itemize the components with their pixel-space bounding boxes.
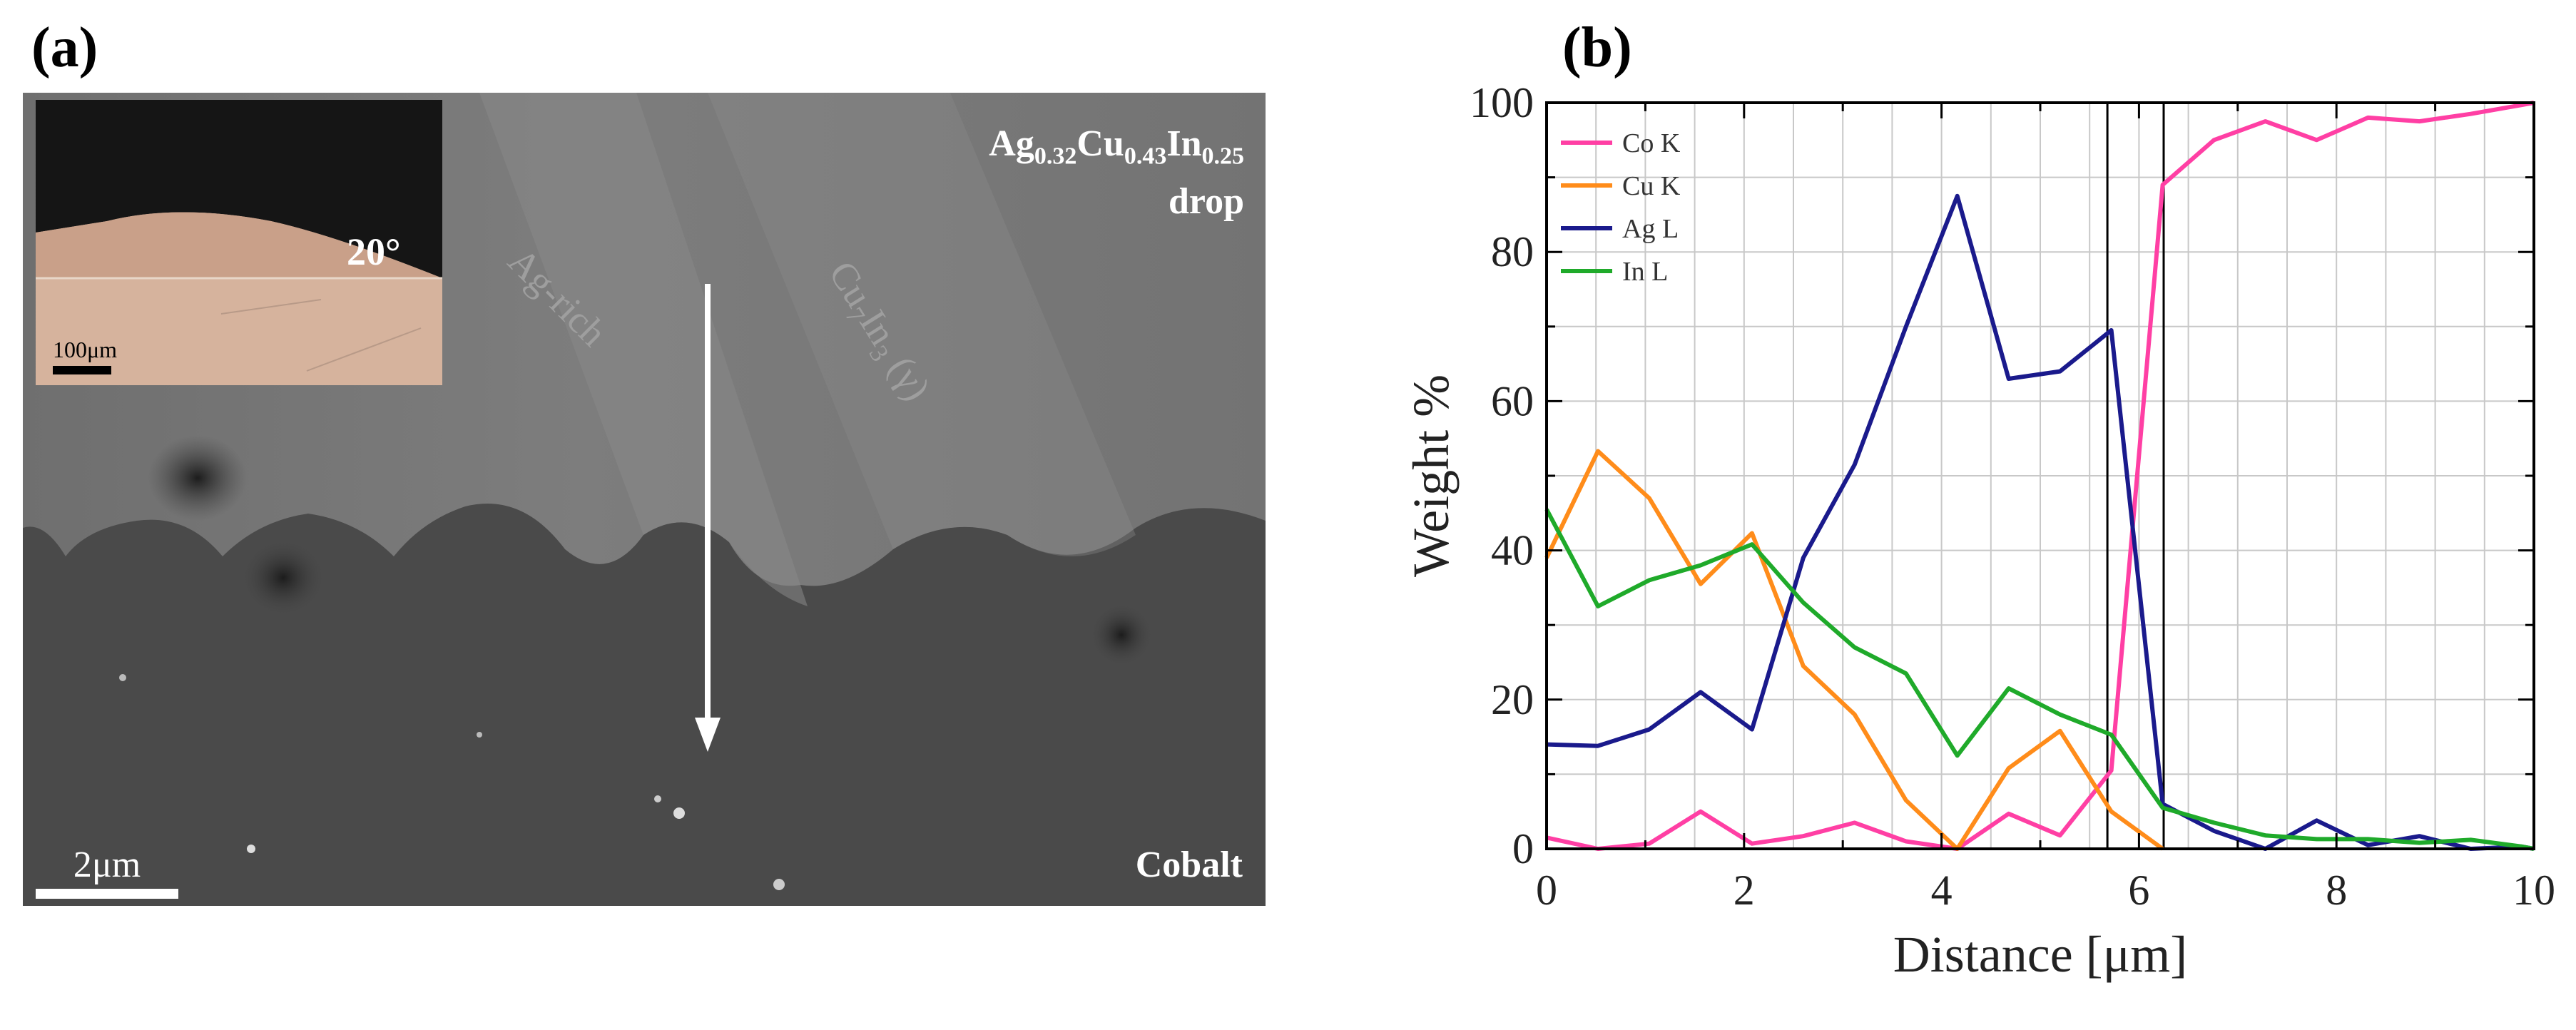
chart-grid (1546, 102, 2535, 850)
panel-a-label: (a) (31, 16, 98, 79)
inset-scale-label: 100μm (53, 337, 118, 362)
y-axis-title: Weight % (1402, 374, 1460, 577)
boundary-lines (2106, 103, 2165, 849)
y-tick-label: 40 (1491, 527, 1534, 574)
optical-inset: 20° 100μm (36, 100, 442, 385)
contact-angle-label: 20° (347, 230, 401, 273)
series-line-in-l (1544, 508, 2535, 851)
x-tick-label: 6 (2128, 867, 2149, 914)
scale-bar-line (36, 889, 178, 899)
y-tick-label: 20 (1491, 676, 1534, 723)
y-tick-label: 80 (1491, 228, 1534, 275)
chart-series (1544, 101, 2535, 851)
x-tick-label: 4 (1931, 867, 1953, 914)
cobalt-label: Cobalt (1135, 845, 1243, 885)
y-tick-label: 100 (1470, 79, 1534, 126)
series-line-cu-k (1544, 449, 2164, 851)
scale-bar: 2μm (36, 844, 178, 899)
legend-label: Ag L (1622, 214, 1679, 244)
legend-label: Co K (1622, 128, 1681, 158)
series-line-co-k (1546, 101, 2535, 851)
y-tick-label: 60 (1491, 377, 1534, 424)
drop-composition-label: Ag0.32Cu0.43In0.25 drop (989, 123, 1244, 223)
x-tick-label: 0 (1536, 867, 1557, 914)
legend-label: In L (1622, 257, 1668, 287)
panel-b-label: (b) (1562, 16, 1632, 79)
y-tick-label: 0 (1512, 825, 1534, 872)
x-tick-label: 8 (2326, 867, 2347, 914)
sem-micrograph: 20° 100μm Ag0.32Cu0.43In0.25 drop Ag-ric… (23, 93, 1266, 906)
series-line-ag-l (1546, 193, 2535, 851)
scale-bar-label: 2μm (73, 845, 141, 885)
inset-scale-line (53, 366, 111, 374)
chart-legend: Co K Cu K Ag L In L (1561, 128, 1681, 287)
x-tick-label: 10 (2513, 867, 2555, 914)
legend-label: Cu K (1622, 171, 1681, 201)
x-axis-title: Distance [μm] (1893, 926, 2187, 983)
inset-scale-bar: 100μm (53, 337, 117, 374)
x-tick-label: 2 (1734, 867, 1755, 914)
inset-image (36, 100, 442, 385)
